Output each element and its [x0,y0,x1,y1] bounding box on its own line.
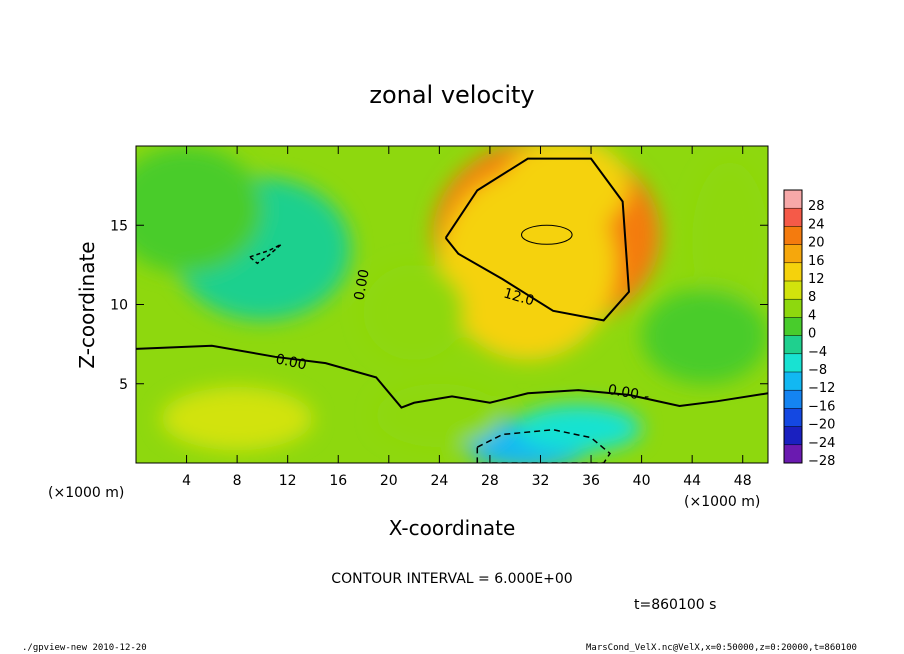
colorbar-label: −28 [808,454,835,469]
field-blob [515,404,642,452]
colorbar-swatch [784,353,802,373]
x-tick-label: 24 [430,473,448,489]
colorbar-swatch [784,208,802,227]
x-tick-label: 28 [481,473,499,489]
footer-left: ./gpview-new 2010-12-20 [22,643,147,653]
colorbar-swatch [784,190,802,209]
colorbar-swatch [784,244,802,264]
colorbar-swatch [784,426,802,446]
contour-line [521,224,573,245]
contour-label: 0.00 [274,351,308,373]
colorbar-label: 8 [808,290,816,305]
colorbar-label: −12 [808,381,835,396]
x-tick-label: 20 [380,473,398,489]
x-tick-label: 36 [582,473,600,489]
colorbar-label: −24 [808,436,835,451]
contour-line [249,243,282,265]
x-tick-label: 32 [532,473,550,489]
colorbar-swatch [784,281,802,300]
colorbar-swatch [784,390,802,409]
contour-label: 0.00 [607,382,640,403]
field-blobs [136,146,768,463]
y-tick-label: 15 [110,218,128,234]
colorbar-swatch [784,317,802,337]
x-tick-label: 44 [683,473,701,489]
contour-line [136,344,768,409]
field-blob [161,386,313,451]
colorbar-swatch [784,335,802,355]
colorbar: 28 24 20 16 12 8 4 0 −4 −8 −12 −16 −20 −24 −28 [783,189,835,469]
time-text: t=860100 s [634,597,716,613]
field-blob [363,264,465,360]
x-axis-label: X-coordinate [389,516,516,540]
colorbar-label: 0 [808,327,816,342]
field-blob [136,146,263,273]
x-tick-label: 48 [734,473,752,489]
colorbar-label: 16 [808,254,825,269]
y-axis-label: Z-coordinate [75,241,99,368]
colorbar-label: 4 [808,308,816,323]
x-tick-label: 8 [233,473,242,489]
colorbar-swatch [784,226,802,246]
colorbar-swatch [784,444,802,464]
x-unit-label-right: (×1000 m) [684,494,760,510]
colorbar-label: 20 [808,236,825,251]
x-unit-label-left: (×1000 m) [48,485,124,501]
colorbar-swatch [784,299,802,318]
field-blob [692,161,768,321]
colorbar-label: −8 [808,363,827,378]
field-blob [641,288,768,384]
footer-right: MarsCond_VelX.nc@VelX,x=0:50000,z=0:2000… [586,643,857,653]
x-tick-label: 4 [182,473,191,489]
y-tick-label: 5 [119,377,128,393]
colorbar-label: 28 [808,199,825,214]
colorbar-swatch [784,262,802,282]
contour-line [476,428,611,463]
x-tick-label: 12 [279,473,297,489]
colorbar-swatch [784,372,802,391]
y-tick-label: 10 [110,298,128,314]
colorbar-label: −16 [808,399,835,414]
colorbar-label: 24 [808,217,825,232]
colorbar-label: −4 [808,345,827,360]
colorbar-swatch [784,408,802,428]
colorbar-label: −20 [808,418,835,433]
field-blob [376,383,503,448]
x-tick-label: 40 [633,473,651,489]
contour-label: - [644,389,649,405]
contour-line [444,157,630,322]
colorbar-label: 12 [808,272,825,287]
x-tick-label: 16 [329,473,347,489]
contour-label: 0.00 [352,268,373,301]
chart-title: zonal velocity [369,81,534,109]
contour-interval-text: CONTOUR INTERVAL = 6.000E+00 [331,571,572,587]
